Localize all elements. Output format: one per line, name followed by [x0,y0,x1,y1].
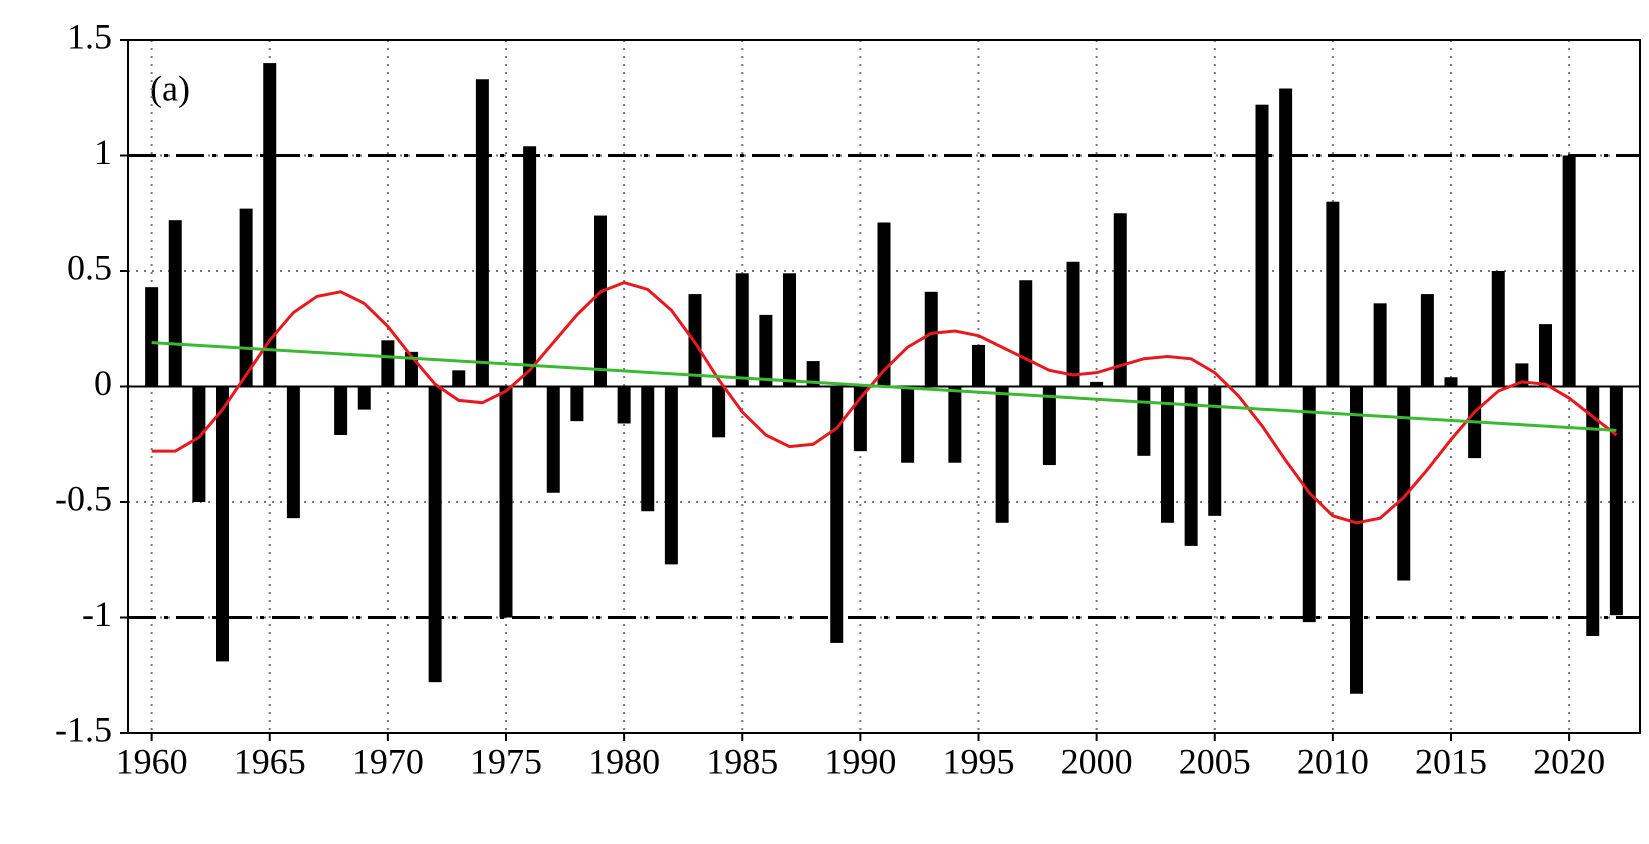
bar [1420,294,1434,387]
bar [594,215,607,387]
bar [1586,386,1600,636]
x-tick-label: 1990 [824,741,896,781]
bar [1397,386,1411,581]
bar [1019,280,1033,387]
x-tick-label: 1975 [470,741,542,781]
bar [168,220,182,387]
bar [948,386,962,463]
bar [523,146,537,387]
bar [1562,155,1576,387]
y-tick-label: -0.5 [55,478,112,518]
bar [1066,261,1080,387]
panel-label: (a) [150,68,190,108]
bar [1208,386,1222,516]
x-tick-label: 1985 [706,741,778,781]
bar [192,386,206,502]
x-tick-label: 2015 [1415,741,1487,781]
y-tick-label: 1 [94,132,112,172]
bar [830,386,844,643]
bar [1184,386,1198,546]
bar [783,273,796,387]
bar [1302,386,1316,623]
y-tick-label: -1.5 [55,709,112,749]
bar [617,386,631,424]
bar [145,287,159,387]
bar [1042,386,1056,466]
bar [972,344,985,387]
y-tick-label: 0.5 [67,247,112,287]
bar [759,314,773,387]
bar [641,386,655,512]
y-tick-label: 1.5 [67,16,112,56]
bar [1444,377,1458,387]
bar [452,370,466,387]
x-tick-label: 1980 [588,741,660,781]
x-tick-label: 1995 [943,741,1015,781]
plot-frame [127,39,1641,734]
bar [1113,213,1127,387]
bar [239,208,253,387]
y-tick-label: -1 [82,594,112,634]
bar [546,386,560,493]
bar [1491,271,1505,387]
bar [428,386,442,683]
bar [1373,303,1387,387]
bar [664,386,678,565]
bar [1279,88,1293,387]
bar [475,79,489,387]
bar [263,63,277,387]
bar [570,386,584,422]
bar [499,386,513,618]
x-tick-label: 1965 [234,741,306,781]
line [151,280,1618,525]
bar [357,386,371,410]
bar [924,291,938,387]
x-tick-label: 2005 [1179,741,1251,781]
bar [877,222,891,387]
bar [1255,104,1269,387]
bar [381,340,395,387]
bar [712,386,726,438]
x-tick-label: 2000 [1061,741,1133,781]
bar [216,386,229,662]
bar [1137,386,1151,456]
bar [995,386,1009,523]
bar [286,386,300,519]
x-tick-label: 2020 [1533,741,1605,781]
bar [1539,324,1552,387]
x-tick-label: 2010 [1297,741,1369,781]
y-tick-label: 0 [94,363,112,403]
x-tick-label: 1970 [352,741,424,781]
bar [735,273,749,387]
line [151,341,1617,432]
bar [1090,381,1104,387]
bar [334,386,348,436]
bar [1161,386,1174,523]
bar [1609,386,1623,616]
bar [1326,201,1340,387]
bar [1350,386,1363,694]
bar [901,386,915,463]
x-tick-label: 1960 [116,741,188,781]
bar [806,361,820,387]
